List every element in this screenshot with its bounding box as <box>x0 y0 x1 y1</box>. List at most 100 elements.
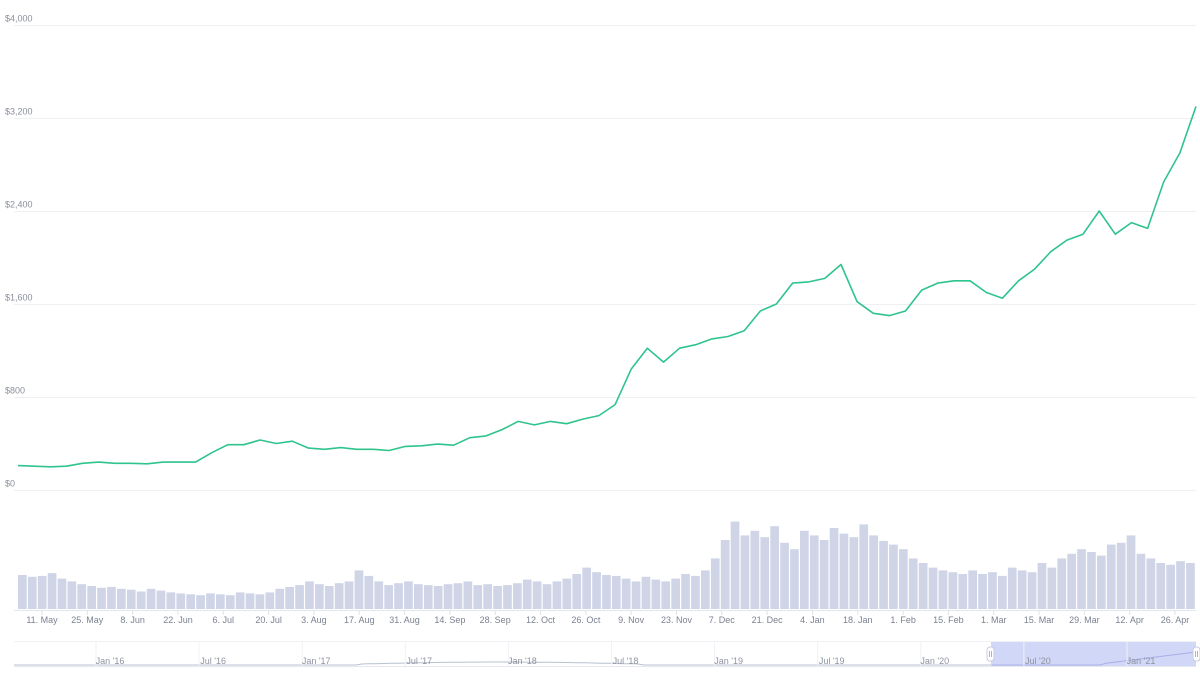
navigator-tick-label: Jul '16 <box>200 656 226 666</box>
navigator-tick-label: Jan '16 <box>96 656 125 666</box>
volume-bar <box>324 586 334 609</box>
x-tick-label: 31. Aug <box>389 615 420 625</box>
volume-bar <box>889 544 898 609</box>
volume-bar <box>235 592 245 609</box>
volume-bars <box>18 521 1195 609</box>
navigator-tick-label: Jul '17 <box>406 656 432 666</box>
x-tick-label: 28. Sep <box>480 615 511 625</box>
navigator-right-handle[interactable] <box>1192 646 1200 662</box>
volume-bar <box>1126 535 1136 609</box>
volume-bar <box>265 592 275 609</box>
navigator-selected-range[interactable] <box>991 642 1196 666</box>
volume-bar <box>641 576 651 609</box>
volume-bar <box>918 563 928 609</box>
volume-bar <box>592 572 601 609</box>
volume-bar <box>710 558 720 609</box>
volume-bar <box>473 585 483 609</box>
price-line[interactable] <box>17 106 1197 468</box>
x-tick-label: 8. Jun <box>120 615 145 625</box>
volume-bar <box>859 524 869 609</box>
volume-bar <box>1037 563 1047 609</box>
navigator-tick-label: Jan '21 <box>1127 656 1156 666</box>
x-tick-label: 23. Nov <box>661 615 693 625</box>
volume-bar <box>978 574 987 609</box>
volume-bar <box>47 573 57 609</box>
volume-bar <box>344 581 354 609</box>
volume-bar <box>67 581 77 609</box>
volume-bar <box>562 578 572 609</box>
y-tick-label: $2,400 <box>5 200 33 210</box>
x-tick-label: 4. Jan <box>800 615 825 625</box>
navigator[interactable]: Jan '16 Jul '16 Jan '17 Jul '17 Jan '18 Jul '… <box>14 641 1200 667</box>
volume-bar <box>354 570 364 609</box>
volume-bar <box>285 586 294 609</box>
volume-bar <box>136 591 146 609</box>
volume-bar <box>770 526 779 609</box>
volume-bar <box>37 575 47 609</box>
navigator-series-line-selected <box>992 651 1197 666</box>
volume-bar <box>671 578 680 609</box>
volume-bar <box>57 578 67 609</box>
volume-bar <box>661 581 671 609</box>
volume-bar <box>958 574 968 609</box>
volume-bar <box>869 535 878 609</box>
volume-bar <box>621 578 631 609</box>
x-tick-label: 21. Dec <box>752 615 784 625</box>
y-tick-label: $800 <box>5 386 25 396</box>
x-tick-label: 12. Oct <box>526 615 556 625</box>
volume-bar <box>819 540 829 609</box>
volume-bar <box>513 583 522 609</box>
volume-bar <box>1057 558 1067 609</box>
volume-bar <box>542 584 552 609</box>
x-tick-label: 1. Mar <box>981 615 1007 625</box>
volume-bar <box>1146 558 1156 609</box>
volume-bar <box>790 549 799 609</box>
volume-bar <box>295 585 304 609</box>
volume-bar <box>602 575 611 609</box>
volume-bar <box>681 574 690 609</box>
volume-bar <box>1067 553 1076 609</box>
volume-bar <box>968 570 977 609</box>
volume-bar <box>77 584 87 609</box>
volume-bar <box>998 575 1007 609</box>
volume-bar <box>1166 564 1175 609</box>
volume-bar <box>800 530 809 609</box>
volume-bar <box>483 584 492 609</box>
x-axis-labels: 11. May 25. May 8. Jun 22. Jun 6. Jul 20. Jul… <box>26 610 1189 625</box>
volume-bar <box>760 537 770 609</box>
navigator-tick-label: Jul '19 <box>819 656 845 666</box>
volume-bar <box>146 588 156 609</box>
volume-bar <box>374 581 384 609</box>
volume-bar <box>384 585 393 609</box>
volume-bar <box>1017 570 1027 609</box>
volume-bar <box>691 575 700 609</box>
volume-bar <box>701 570 710 609</box>
volume-bar <box>948 572 958 609</box>
volume-bar <box>414 584 423 609</box>
volume-bar <box>552 581 562 609</box>
volume-bar <box>879 540 888 609</box>
y-tick-label: $3,200 <box>5 107 33 117</box>
volume-bar <box>938 570 948 609</box>
x-tick-label: 25. May <box>71 615 104 625</box>
y-tick-label: $4,000 <box>5 14 33 24</box>
volume-bar <box>809 535 819 609</box>
navigator-left-handle[interactable] <box>986 646 995 662</box>
volume-bar <box>908 558 918 609</box>
x-tick-label: 3. Aug <box>301 615 327 625</box>
volume-bar <box>651 579 661 609</box>
volume-bar <box>899 549 908 609</box>
volume-bar <box>1136 553 1146 609</box>
x-tick-label: 22. Jun <box>163 615 193 625</box>
volume-bar <box>196 595 205 609</box>
volume-bar <box>532 581 542 609</box>
volume-bar <box>522 579 532 609</box>
volume-bar <box>166 592 176 609</box>
volume-bar <box>453 583 463 609</box>
volume-bar <box>433 586 443 609</box>
volume-bar <box>829 528 839 609</box>
volume-bar <box>87 586 96 609</box>
volume-bar <box>156 590 166 609</box>
x-tick-label: 15. Feb <box>933 615 964 625</box>
